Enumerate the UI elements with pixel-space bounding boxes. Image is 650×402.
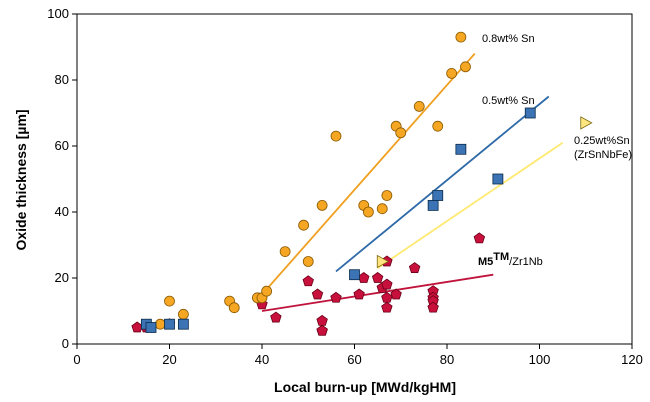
marker-sn025 xyxy=(376,254,390,269)
y-tick-label: 60 xyxy=(55,138,69,153)
marker-sn05 xyxy=(164,318,175,330)
marker-sn08 xyxy=(298,219,310,231)
marker-m5 xyxy=(131,321,143,333)
marker-m5 xyxy=(316,314,328,326)
marker-m5 xyxy=(381,301,393,313)
marker-sn05 xyxy=(455,143,467,155)
marker-sn05 xyxy=(177,318,189,330)
marker-sn05 xyxy=(349,269,360,281)
x-tick-label: 100 xyxy=(529,352,551,367)
marker-sn08 xyxy=(432,120,444,132)
marker-sn08 xyxy=(177,308,189,320)
marker-m5 xyxy=(270,311,282,323)
x-tick-label: 40 xyxy=(255,352,269,367)
marker-m5 xyxy=(408,262,421,273)
marker-m5 xyxy=(316,324,328,336)
marker-sn025 xyxy=(580,116,593,130)
marker-sn08 xyxy=(279,246,291,258)
fit-line-sn05 xyxy=(335,95,550,273)
marker-sn08 xyxy=(164,295,175,307)
annotation-sn08: 0.8wt% Sn xyxy=(482,33,535,45)
x-tick-label: 80 xyxy=(440,352,454,367)
x-tick-label: 120 xyxy=(621,352,643,367)
marker-sn05 xyxy=(524,107,536,119)
marker-sn08 xyxy=(376,203,388,215)
marker-m5 xyxy=(353,288,365,300)
fit-line-sn025 xyxy=(377,141,564,269)
marker-m5 xyxy=(427,301,439,313)
x-tick-label: 20 xyxy=(162,352,176,367)
marker-sn08 xyxy=(316,199,328,211)
x-tick-label: 60 xyxy=(347,352,361,367)
markers-layer xyxy=(131,31,593,336)
y-tick-label: 100 xyxy=(47,6,69,21)
fit-line-m5 xyxy=(261,273,494,312)
annotation-m5-rest: /Zr1Nb xyxy=(509,256,543,268)
y-tick-label: 20 xyxy=(55,270,69,285)
y-tick-label: 0 xyxy=(62,336,69,351)
marker-m5 xyxy=(302,275,314,287)
marker-sn05 xyxy=(427,199,439,211)
marker-m5 xyxy=(311,288,324,300)
marker-sn08 xyxy=(228,302,240,314)
marker-sn08 xyxy=(154,318,166,330)
marker-sn08 xyxy=(261,285,273,297)
y-tick-label: 80 xyxy=(55,72,69,87)
marker-m5 xyxy=(381,291,393,303)
fit-lines-layer xyxy=(261,53,564,312)
marker-sn08 xyxy=(362,206,374,218)
annotation-m5: M5TM/Zr1Nb xyxy=(478,251,543,268)
x-axis-title: Local burn-up [MWd/kgHM] xyxy=(274,379,456,395)
labels-layer: Local burn-up [MWd/kgHM] Oxide thickness… xyxy=(13,33,632,395)
fit-line-sn08 xyxy=(261,53,476,296)
marker-m5 xyxy=(358,272,370,283)
marker-sn08 xyxy=(381,190,393,201)
marker-sn08 xyxy=(395,127,407,139)
marker-sn05 xyxy=(492,173,504,185)
marker-m5 xyxy=(330,291,342,303)
marker-m5 xyxy=(381,278,393,290)
marker-m5 xyxy=(473,232,486,244)
y-axis-title: Oxide thickness [µm] xyxy=(13,109,29,250)
marker-m5 xyxy=(390,288,402,300)
annotation-sn025-line2: (ZrSnNbFe) xyxy=(574,149,632,161)
marker-sn05 xyxy=(432,190,444,201)
x-tick-label: 0 xyxy=(73,352,80,367)
marker-sn08 xyxy=(460,61,471,73)
marker-sn08 xyxy=(446,68,458,79)
annotation-m5-superscript: TM xyxy=(493,251,509,263)
annotation-sn05: 0.5wt% Sn xyxy=(482,95,535,107)
marker-sn08 xyxy=(455,31,467,43)
marker-sn05 xyxy=(145,322,157,333)
annotation-sn025-line1: 0.25wt%Sn xyxy=(574,135,630,147)
axes-layer: 0 20 40 60 80 100 120 0 20 40 60 80 100 xyxy=(47,6,643,367)
marker-sn08 xyxy=(413,101,425,112)
marker-sn08 xyxy=(302,256,314,267)
marker-m5 xyxy=(371,272,384,283)
annotation-m5-main: M5 xyxy=(478,256,493,268)
y-tick-label: 40 xyxy=(55,204,69,219)
marker-sn08 xyxy=(330,130,342,142)
